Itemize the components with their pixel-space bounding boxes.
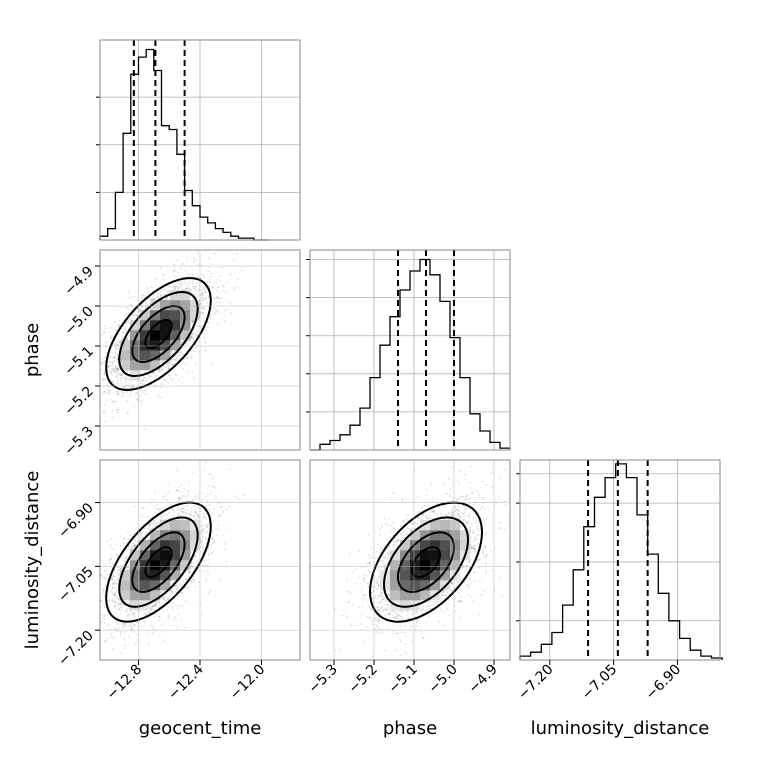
xtick-label-geocent_time-0: −12.8 bbox=[104, 662, 146, 704]
hist-luminosity_distance-frame bbox=[519, 459, 721, 661]
contour-geocent_time-phase-0 bbox=[144, 319, 173, 349]
ytick-label-luminosity_distance-2: −6.90 bbox=[55, 500, 97, 542]
contour-geocent_time-luminosity_distance-2 bbox=[118, 516, 199, 608]
ytick-label-luminosity_distance-0: −7.20 bbox=[55, 628, 97, 670]
hist-luminosity_distance-outline bbox=[519, 463, 723, 660]
xtick-label-luminosity_distance-0: −7.20 bbox=[515, 662, 557, 704]
density-phase-luminosity_distance bbox=[380, 520, 471, 611]
xtick-label-phase-3: −5.0 bbox=[425, 662, 460, 697]
panel-phase-luminosity_distance-frame bbox=[309, 459, 511, 661]
contour-geocent_time-phase-2 bbox=[118, 290, 199, 378]
ytick-label-phase-1: −5.2 bbox=[61, 384, 96, 419]
hist-panel-phase bbox=[306, 249, 511, 451]
xtick-label-phase-0: −5.3 bbox=[305, 662, 340, 697]
contour-geocent_time-luminosity_distance-1 bbox=[131, 531, 186, 593]
contours-geocent_time-luminosity_distance bbox=[105, 501, 212, 623]
hist-panel-geocent_time bbox=[96, 39, 301, 241]
hist-panel-luminosity_distance bbox=[516, 459, 723, 661]
hist-geocent_time-outline bbox=[99, 48, 270, 241]
xaxis-label-geocent_time: geocent_time bbox=[139, 718, 262, 739]
density-geocent_time-luminosity_distance bbox=[120, 520, 201, 611]
xtick-label-phase-1: −5.2 bbox=[345, 662, 380, 697]
ytick-label-phase-2: −5.1 bbox=[61, 344, 96, 379]
xtick-label-geocent_time-1: −12.4 bbox=[165, 661, 207, 703]
contour-phase-luminosity_distance-0 bbox=[410, 546, 442, 578]
yaxis-label-phase: phase bbox=[22, 323, 43, 377]
ytick-label-phase-4: −4.9 bbox=[61, 264, 96, 299]
panel-geocent_time-phase-frame bbox=[99, 249, 301, 451]
yaxis-label-luminosity_distance: luminosity_distance bbox=[22, 471, 43, 650]
xtick-label-luminosity_distance-1: −7.05 bbox=[579, 662, 621, 704]
ytick-label-phase-0: −5.3 bbox=[61, 424, 96, 459]
xaxis-label-phase: phase bbox=[383, 718, 437, 739]
contour-phase-luminosity_distance-1 bbox=[396, 531, 456, 593]
ytick-label-luminosity_distance-1: −7.05 bbox=[55, 564, 97, 606]
panel-geocent_time-phase bbox=[99, 249, 301, 451]
contour-phase-luminosity_distance-2 bbox=[382, 516, 470, 608]
hist-phase-frame bbox=[309, 249, 511, 451]
contour-geocent_time-phase-3 bbox=[105, 277, 212, 391]
xtick-label-phase-2: −5.1 bbox=[385, 662, 420, 697]
panel-geocent_time-luminosity_distance bbox=[99, 459, 301, 661]
ytick-label-phase-3: −5.0 bbox=[61, 304, 96, 339]
contour-geocent_time-luminosity_distance-0 bbox=[144, 546, 173, 578]
xtick-label-geocent_time-2: −12.0 bbox=[227, 662, 269, 704]
hist-geocent_time-frame bbox=[99, 39, 301, 241]
contour-geocent_time-luminosity_distance-3 bbox=[105, 501, 212, 623]
xtick-label-luminosity_distance-2: −6.90 bbox=[643, 662, 685, 704]
hist-phase-outline bbox=[310, 258, 511, 451]
xtick-label-phase-4: −4.9 bbox=[465, 662, 500, 697]
xaxis-label-luminosity_distance: luminosity_distance bbox=[531, 718, 710, 739]
panel-phase-luminosity_distance bbox=[309, 459, 511, 661]
